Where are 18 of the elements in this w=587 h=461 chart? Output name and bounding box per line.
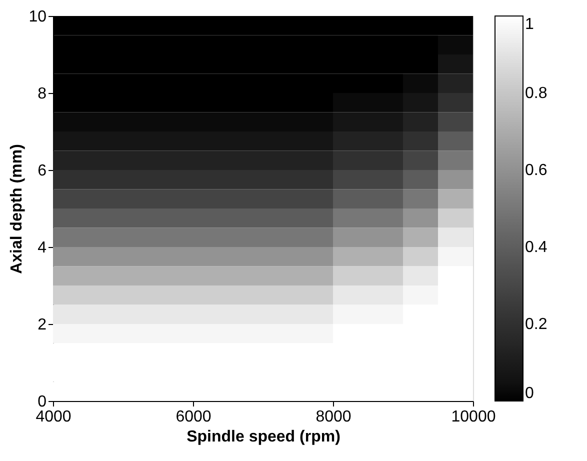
x-tick-label: 6000 bbox=[176, 408, 212, 426]
x-axis-title: Spindle speed (rpm) bbox=[186, 428, 340, 446]
color-bar-label: 0.2 bbox=[525, 316, 548, 333]
color-bar-label: 1 bbox=[525, 16, 534, 33]
x-tick-label: 4000 bbox=[36, 408, 72, 426]
y-tick-label: 4 bbox=[38, 240, 47, 256]
color-bar-label: 0 bbox=[525, 385, 534, 402]
color-bar-label: 0.6 bbox=[525, 162, 548, 179]
y-tick-label: 2 bbox=[38, 316, 47, 334]
y-tick-label: 6 bbox=[38, 162, 47, 180]
color-bar-label: 0.4 bbox=[525, 239, 548, 256]
y-tick-label: 10 bbox=[28, 8, 47, 26]
y-tick-label: 8 bbox=[38, 86, 47, 102]
y-axis-title: Axial depth (mm) bbox=[8, 144, 26, 274]
y-tick-label: 0 bbox=[38, 394, 47, 410]
x-tick-label: 10000 bbox=[451, 408, 496, 426]
color-bar-label: 0.8 bbox=[525, 85, 548, 102]
x-tick-label: 8000 bbox=[316, 408, 352, 426]
